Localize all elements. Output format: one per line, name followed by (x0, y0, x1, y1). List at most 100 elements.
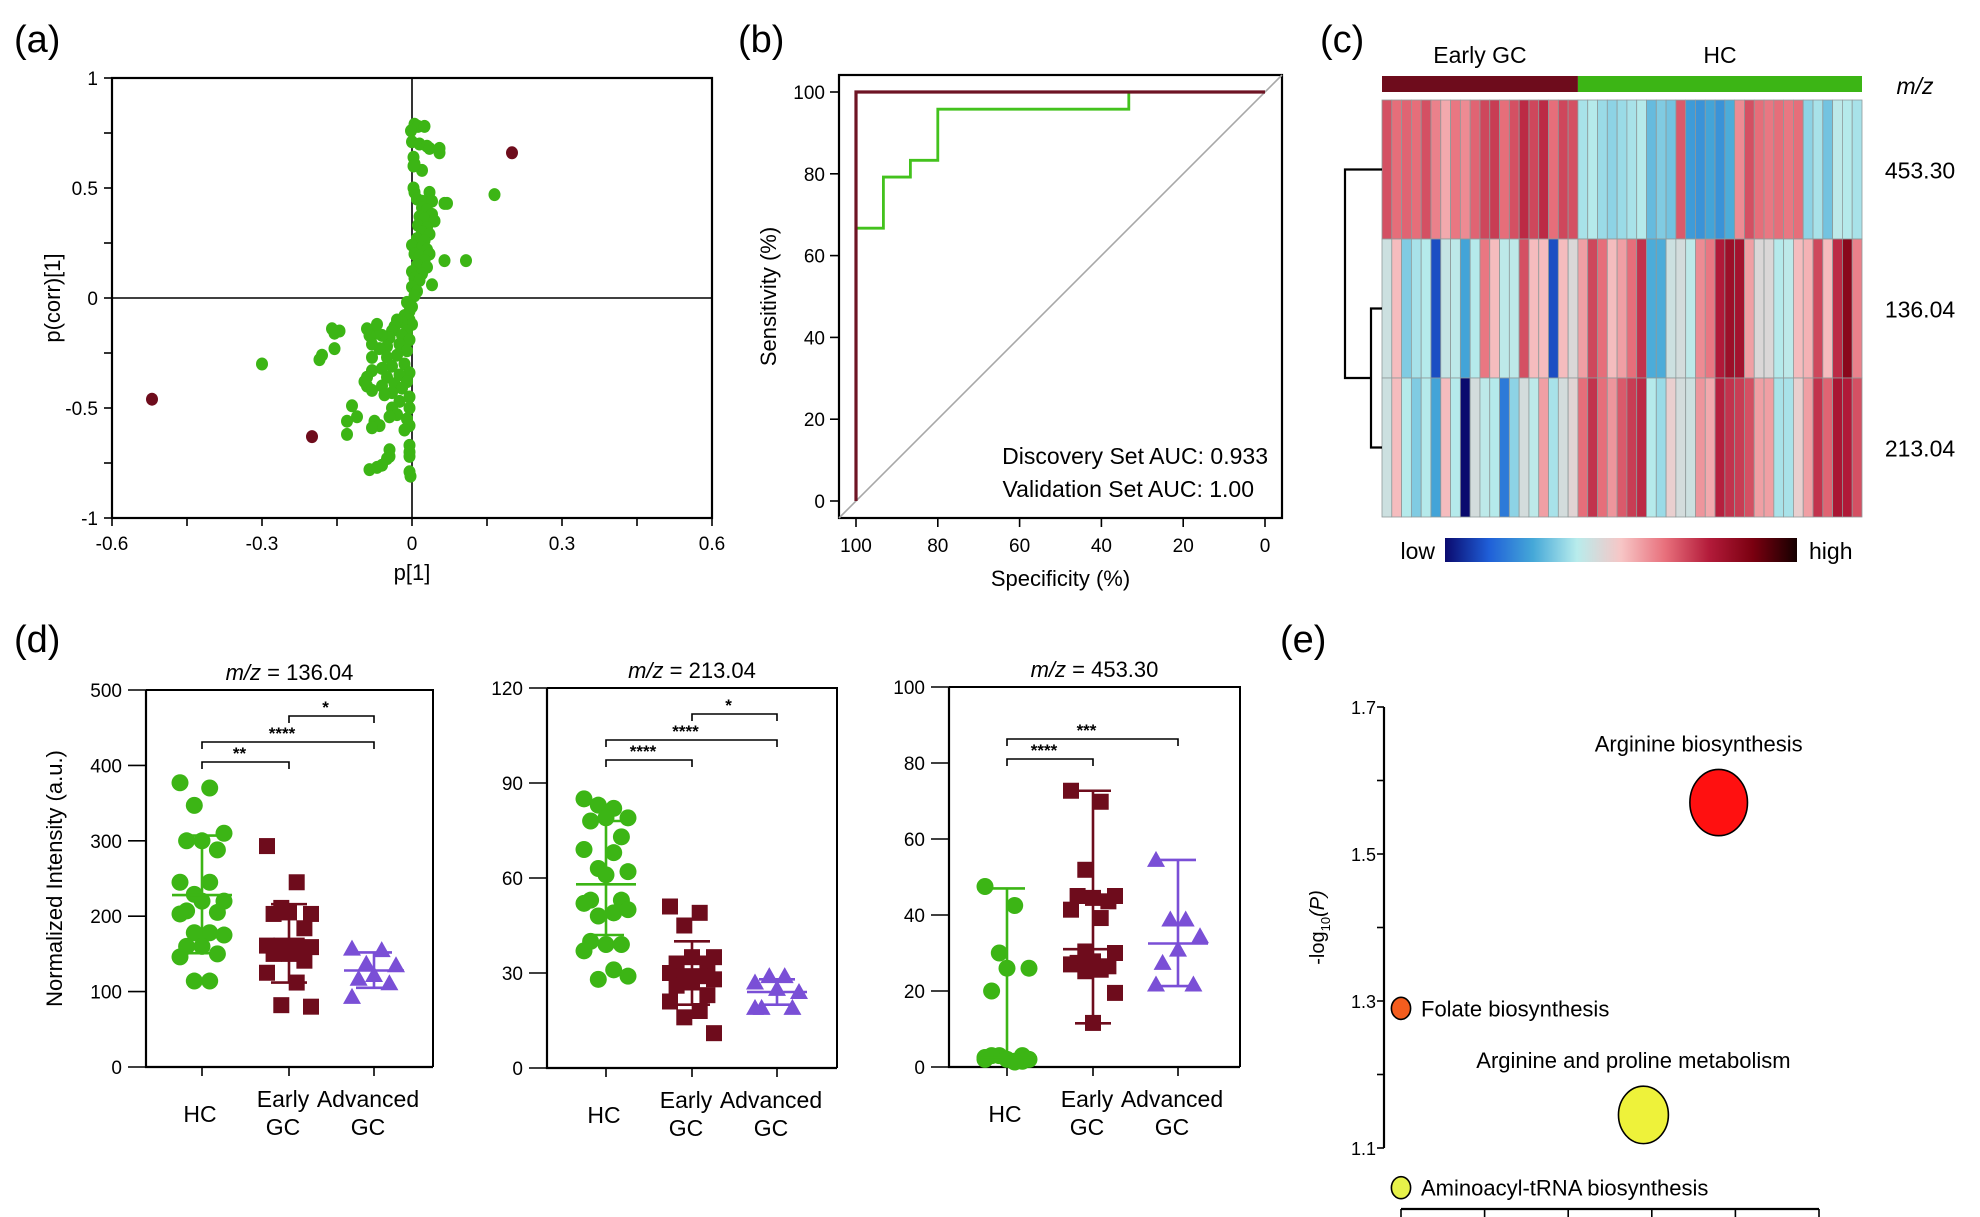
data-point-square (1077, 861, 1094, 878)
data-point-triangle (1184, 975, 1203, 992)
data-point-square (1077, 963, 1094, 980)
y-tick-label: 1.7 (1351, 698, 1376, 718)
heatmap-cell (1410, 238, 1422, 379)
y-tick-label: 20 (904, 982, 925, 1003)
heatmap-cell (1773, 377, 1785, 518)
y-tick-label: -0.5 (65, 399, 98, 420)
significance-bracket (288, 715, 375, 723)
heatmap-cell (1401, 238, 1412, 379)
heatmap-cell (1724, 377, 1736, 518)
panel-label-e: (e) (1280, 619, 1326, 661)
significance-bracket (1006, 758, 1094, 766)
heatmap-cell (1479, 377, 1491, 518)
data-point (403, 401, 416, 415)
data-point-square (676, 917, 693, 934)
x-category-label: GC (1070, 1114, 1105, 1140)
heatmap-cell (1430, 238, 1442, 379)
data-point-triangle (365, 966, 383, 983)
y-tick-label: 40 (804, 328, 825, 349)
pathway-label: Arginine biosynthesis (1595, 731, 1803, 756)
x-axis-title: p[1] (394, 560, 431, 585)
y-tick-label: 200 (90, 907, 122, 928)
group-label-early-gc: Early GC (1433, 42, 1526, 68)
data-point-square (303, 905, 319, 922)
x-tick-label: 0.3 (549, 534, 575, 555)
title-mz: m/z (628, 658, 663, 683)
heatmap-cell (1783, 377, 1794, 518)
heatmap-cell (1538, 99, 1549, 240)
heatmap-cell (1597, 99, 1608, 240)
y-tick-label: 0 (87, 289, 98, 310)
heatmap-cell (1793, 238, 1804, 379)
heatmap-cell (1793, 377, 1804, 518)
heatmap-cell (1459, 238, 1471, 379)
x-category-label: Advanced (720, 1087, 822, 1113)
data-point (405, 124, 417, 138)
title-value: = 453.30 (1066, 657, 1158, 682)
data-point-circle (201, 779, 219, 797)
significance-label: * (725, 696, 732, 715)
x-tick-label: -0.6 (96, 534, 129, 555)
heatmap-cell (1538, 238, 1549, 379)
y-tick-label: 0.5 (72, 179, 98, 200)
data-point-circle (983, 982, 1001, 1000)
data-point-triangle (343, 939, 361, 956)
heatmap-cell (1489, 99, 1500, 240)
y-tick-label: 80 (904, 754, 925, 775)
data-point-square (662, 898, 678, 915)
heatmap-cell (1665, 238, 1677, 379)
significance-label: **** (1031, 741, 1058, 760)
data-point-circle (619, 967, 637, 985)
heatmap-cell (1802, 99, 1814, 240)
heatmap-cell (1616, 99, 1628, 240)
pathway-label: Aminoacyl-tRNA biosynthesis (1421, 1176, 1708, 1201)
data-point (386, 359, 398, 373)
legend-validation: Validation Set AUC: 1.00 (1003, 476, 1254, 502)
data-point-circle (575, 942, 593, 960)
data-point-square (259, 838, 275, 855)
heatmap-cell (1734, 377, 1745, 518)
pathway-bubble (1617, 1085, 1670, 1145)
data-point-triangle (387, 956, 405, 973)
heatmap-cell (1724, 99, 1736, 240)
heatmap-cell (1646, 377, 1657, 518)
y-tick-label: 1 (87, 69, 98, 90)
heatmap-cell (1704, 377, 1716, 518)
heatmap-cell (1508, 238, 1520, 379)
heatmap-cell (1744, 238, 1755, 379)
panel-d-mz-453: m/z = 453.30020406080100HCEarlyGCAdvance… (893, 657, 1241, 1140)
y-title-p: (P) (1307, 890, 1329, 917)
data-point-square (1092, 961, 1109, 978)
x-category-label: GC (669, 1115, 704, 1141)
data-point-circle (185, 924, 203, 942)
data-point (346, 399, 358, 413)
heatmap-cell (1753, 99, 1765, 240)
group-bar-early-gc (1382, 76, 1578, 92)
heatmap-cell (1783, 238, 1794, 379)
heatmap-cell (1508, 377, 1520, 518)
reference-diagonal (838, 74, 1283, 519)
heatmap-cell (1724, 238, 1736, 379)
y-title-sub: 10 (1318, 917, 1333, 931)
data-point-circle (215, 926, 233, 944)
heatmap-cell (1577, 238, 1589, 379)
data-point-square (1085, 1014, 1101, 1031)
data-point-circle (575, 790, 593, 808)
y-tick-label: 1.1 (1351, 1139, 1376, 1159)
data-point-circle (208, 841, 226, 859)
data-point-triangle (1169, 940, 1187, 957)
heatmap-cell (1401, 377, 1412, 518)
heatmap-cell (1851, 377, 1863, 518)
selected-point (146, 392, 158, 406)
panel-e-pathway: 1.11.31.51.70.000.020.040.060.080.10Path… (1307, 698, 1820, 1217)
data-point-circle (589, 907, 607, 925)
heatmap-cell (1381, 377, 1393, 518)
data-point (460, 254, 472, 268)
panel-label-a: (a) (14, 19, 60, 61)
data-point (441, 196, 453, 210)
heatmap-cell (1685, 238, 1696, 379)
data-point-circle (605, 844, 623, 862)
data-point-circle (178, 832, 196, 850)
data-point-square (662, 993, 678, 1010)
heatmap-cell (1548, 238, 1559, 379)
